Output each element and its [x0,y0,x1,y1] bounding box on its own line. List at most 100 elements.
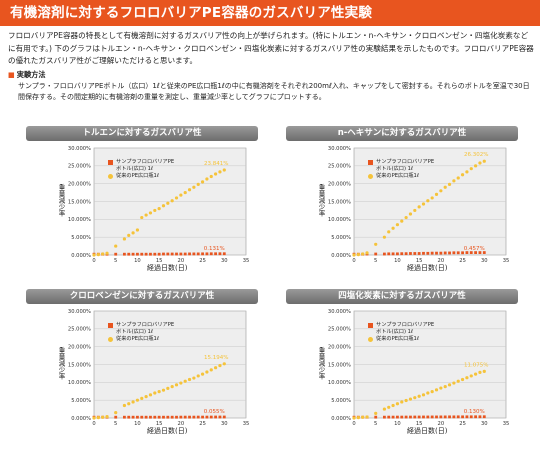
x-tick-label: 20 [178,421,185,427]
data-point-conventional [218,363,222,368]
x-tick-label: 10 [394,421,401,427]
data-point-conventional [421,393,426,397]
data-point-fluoro [192,415,196,419]
chart-title: トルエンに対するガスバリア性 [26,126,258,141]
data-point-fluoro [426,415,430,419]
data-point-fluoro [175,252,178,256]
data-point-fluoro [205,252,209,256]
data-point-conventional [205,177,209,181]
chart-title: n-ヘキサンに対するガスバリア性 [286,126,518,141]
data-point-fluoro [196,415,200,419]
x-tick-label: 25 [459,421,466,427]
data-point-fluoro [218,415,222,419]
data-point-conventional [391,226,395,230]
x-tick-label: 0 [92,258,95,264]
chart-panel: トルエンに対するガスバリア性 0.000% 5.000% 10.000% 15.000%… [12,126,272,286]
chart-svg: 0.000% 5.000% 10.000% 15.000% 20.000% 25.000%… [68,309,249,427]
data-point-fluoro [435,251,438,255]
end-label-fluoro: 0.055% [204,409,225,415]
legend-entry: 従来のPE広口瓶1ℓ [368,336,438,343]
data-point-conventional [404,215,408,220]
data-point-conventional [426,391,430,395]
data-point-conventional [356,253,360,257]
data-point-fluoro [162,252,165,256]
y-tick-label: 0.000% [331,253,351,259]
y-axis-label: 重量減少率 [317,184,325,217]
data-point-conventional [170,385,174,389]
x-tick-label: 5 [114,258,117,264]
data-point-fluoro [166,252,170,256]
data-point-fluoro [209,415,213,419]
data-point-conventional [222,168,226,172]
data-point-conventional [140,396,144,400]
x-tick-label: 15 [416,421,423,427]
x-tick-label: 10 [134,421,141,427]
chart-svg: 0.000% 5.000% 10.000% 15.000% 20.000% 25.000%… [328,309,509,427]
y-axis-label: 重量減少率 [57,184,65,217]
data-point-fluoro [469,415,473,419]
chart-title: クロロベンゼンに対するガスバリア性 [26,289,258,304]
data-point-conventional [417,394,421,398]
data-point-fluoro [136,415,139,419]
data-point-fluoro [478,415,482,419]
data-point-conventional [400,219,404,223]
data-point-conventional [430,390,434,394]
data-point-fluoro [422,415,425,419]
data-point-conventional [469,374,473,378]
chart-legend: サンプラフロロバリアPEボトル(広口) 1ℓ 従来のPE広口瓶1ℓ [108,159,178,180]
data-point-conventional [166,201,170,205]
chart-panel: n-ヘキサンに対するガスバリア性 0.000% 5.000% 10.000% 15.00… [272,126,532,286]
data-point-fluoro [175,415,178,419]
data-point-conventional [374,411,378,415]
x-tick-label: 15 [156,421,163,427]
x-tick-label: 10 [394,258,401,264]
data-point-conventional [352,253,356,257]
data-point-conventional [96,416,100,420]
data-point-fluoro [170,252,174,256]
data-point-fluoro [153,252,157,256]
y-tick-label: 25.000% [328,327,351,333]
chart-panel: クロロベンゼンに対するガスバリア性 0.000% 5.000% 10.000% 15.0… [12,289,272,449]
end-label-conventional: 23.841% [204,161,228,167]
data-point-fluoro [404,415,408,419]
data-point-conventional [365,251,369,255]
legend-label: サンプラフロロバリアPEボトル(広口) 1ℓ [116,322,175,335]
data-point-conventional [391,403,395,408]
y-tick-label: 20.000% [328,344,351,350]
data-point-conventional [447,182,452,186]
data-point-conventional [430,196,434,200]
data-point-fluoro [166,415,170,419]
y-tick-label: 15.000% [328,199,351,205]
y-tick-label: 30.000% [68,146,91,152]
x-axis-label: 経過日数(日) [407,264,448,272]
data-point-conventional [400,400,404,404]
legend-label: サンプラフロロバリアPEボトル(広口) 1ℓ [376,322,435,335]
data-point-fluoro [413,415,417,419]
data-point-fluoro [469,251,473,254]
y-tick-label: 30.000% [328,309,351,315]
data-point-conventional [382,235,386,239]
data-point-conventional [200,372,205,376]
x-tick-label: 5 [114,421,117,427]
data-point-fluoro [400,252,404,256]
data-point-conventional [183,379,187,383]
x-tick-label: 30 [221,258,228,264]
data-point-conventional [105,251,109,255]
data-point-fluoro [222,415,226,419]
data-point-fluoro [409,415,412,419]
legend-entry: サンプラフロロバリアPEボトル(広口) 1ℓ [368,159,438,173]
data-point-conventional [148,211,153,215]
square-bullet-icon: ■ [8,70,15,79]
data-point-conventional [122,237,126,241]
x-axis-label: 経過日数(日) [407,427,448,435]
x-tick-label: 30 [481,421,488,427]
data-point-fluoro [452,415,456,419]
x-tick-label: 20 [438,421,445,427]
data-point-conventional [469,167,473,171]
page-banner: 有機溶剤に対するフロロバリアPE容器のガスバリア性実験 [0,0,540,26]
data-point-conventional [196,182,200,186]
data-point-fluoro [196,252,200,256]
data-point-conventional [456,176,460,180]
x-tick-label: 35 [503,258,510,264]
data-point-fluoro [439,415,443,419]
